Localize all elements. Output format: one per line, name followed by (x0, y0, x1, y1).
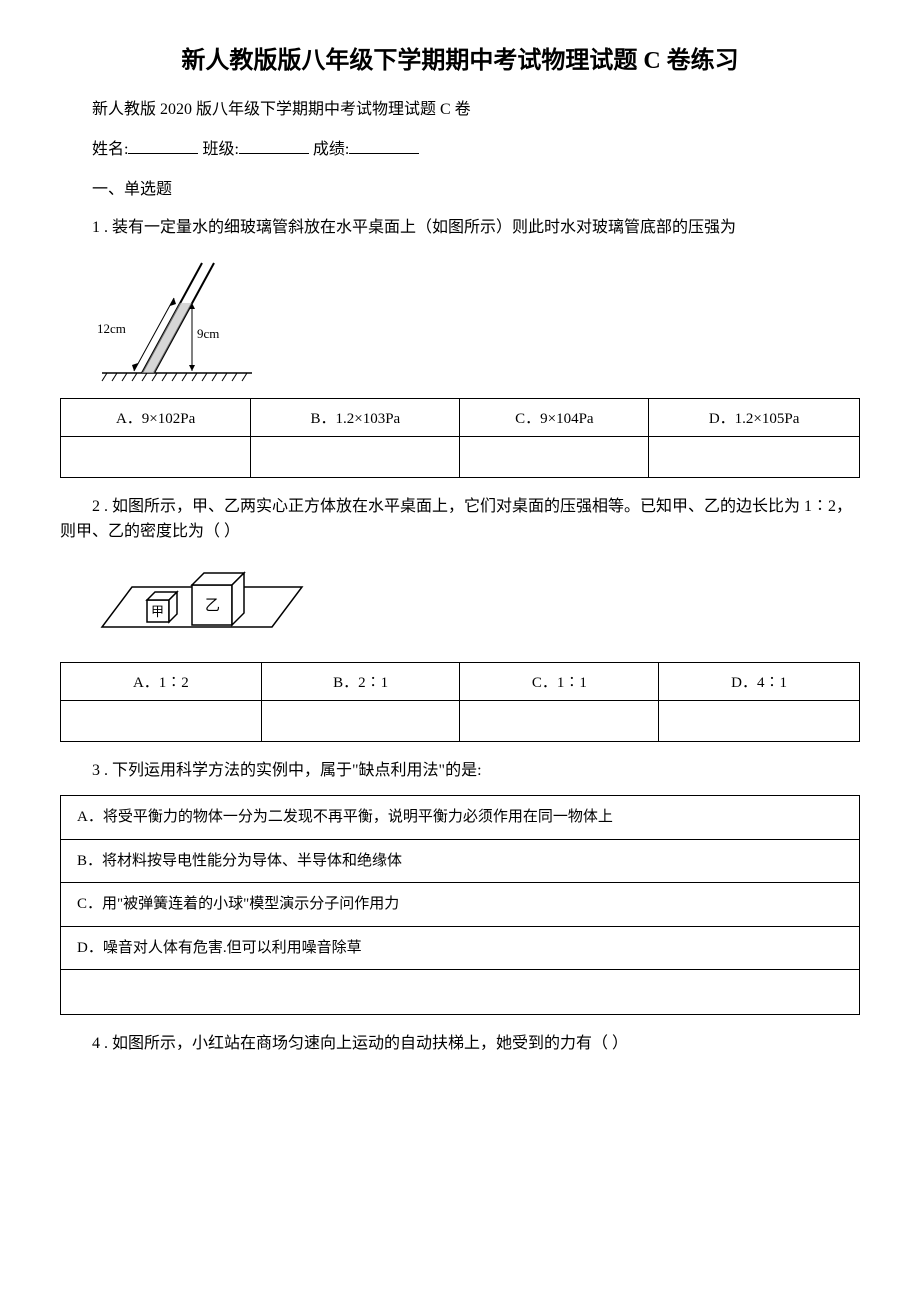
q2-text: 2 . 如图所示，甲、乙两实心正方体放在水平桌面上，它们对桌面的压强相等。已知甲… (60, 494, 860, 545)
subtitle: 新人教版 2020 版八年级下学期期中考试物理试题 C 卷 (60, 95, 860, 119)
q1-option-c[interactable]: C．9×104Pa (460, 398, 649, 436)
q3-option-c[interactable]: C．用"被弹簧连着的小球"模型演示分子问作用力 (61, 883, 860, 927)
score-blank[interactable] (349, 137, 419, 154)
q1-9cm-label: 9cm (197, 326, 219, 341)
q2-option-b[interactable]: B．2∶1 (261, 662, 460, 700)
q3-option-a[interactable]: A．将受平衡力的物体一分为二发现不再平衡，说明平衡力必须作用在同一物体上 (61, 796, 860, 840)
q2-jia-label: 甲 (151, 604, 164, 619)
name-blank[interactable] (128, 137, 198, 154)
section-header: 一、单选题 (60, 175, 860, 199)
q1-text: 1 . 装有一定量水的细玻璃管斜放在水平桌面上（如图所示）则此时水对玻璃管底部的… (60, 215, 860, 241)
q1-figure: 12cm 9cm (92, 253, 860, 388)
q1-option-b[interactable]: B．1.2×103Pa (251, 398, 460, 436)
score-label: 成绩: (313, 141, 349, 158)
q3-options-table: A．将受平衡力的物体一分为二发现不再平衡，说明平衡力必须作用在同一物体上 B．将… (60, 795, 860, 1015)
fill-in-line: 姓名: 班级: 成绩: (60, 135, 860, 159)
q3-text: 3 . 下列运用科学方法的实例中，属于"缺点利用法"的是: (60, 758, 860, 784)
q2-blank-c (460, 700, 659, 741)
q2-option-c[interactable]: C．1∶1 (460, 662, 659, 700)
q1-option-a[interactable]: A．9×102Pa (61, 398, 251, 436)
q2-blank-b (261, 700, 460, 741)
q2-blank-d (659, 700, 860, 741)
q2-yi-label: 乙 (205, 598, 220, 614)
q2-blank-a (61, 700, 262, 741)
q1-blank-d (649, 436, 860, 477)
name-label: 姓名: (92, 141, 128, 158)
q2-option-d[interactable]: D．4∶1 (659, 662, 860, 700)
q1-12cm-label: 12cm (97, 321, 126, 336)
q1-options-table: A．9×102Pa B．1.2×103Pa C．9×104Pa D．1.2×10… (60, 398, 860, 478)
q2-option-a[interactable]: A．1∶2 (61, 662, 262, 700)
q1-option-d[interactable]: D．1.2×105Pa (649, 398, 860, 436)
q3-blank (61, 970, 860, 1015)
class-label: 班级: (202, 141, 238, 158)
class-blank[interactable] (239, 137, 309, 154)
q1-blank-c (460, 436, 649, 477)
q2-options-table: A．1∶2 B．2∶1 C．1∶1 D．4∶1 (60, 662, 860, 742)
q3-option-b[interactable]: B．将材料按导电性能分为导体、半导体和绝缘体 (61, 839, 860, 883)
page-title: 新人教版版八年级下学期期中考试物理试题 C 卷练习 (60, 40, 860, 75)
q3-option-d[interactable]: D．噪音对人体有危害.但可以利用噪音除草 (61, 926, 860, 970)
q2-figure: 甲 乙 (92, 557, 860, 652)
q1-blank-a (61, 436, 251, 477)
q4-text: 4 . 如图所示，小红站在商场匀速向上运动的自动扶梯上，她受到的力有（ ） (60, 1031, 860, 1057)
q1-blank-b (251, 436, 460, 477)
